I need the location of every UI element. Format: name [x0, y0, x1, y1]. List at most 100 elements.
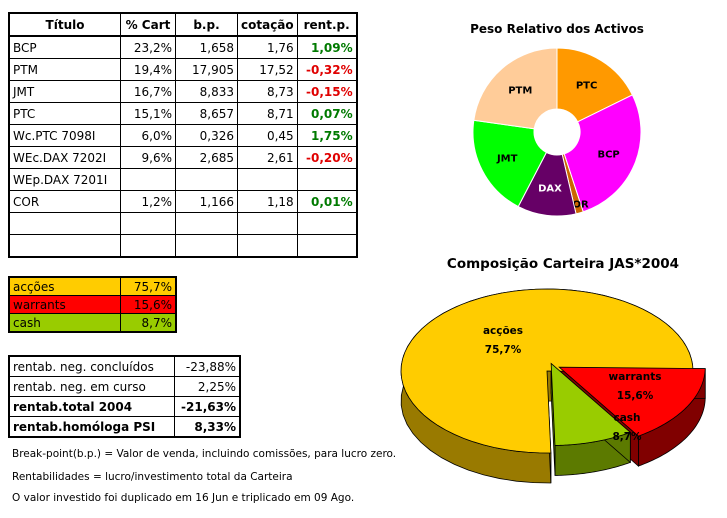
cell-titulo: Wc.PTC 7098I [8, 124, 121, 147]
rentab-label: rentab. neg. concluídos [8, 355, 175, 377]
cell-cotacao: 8,73 [237, 80, 298, 103]
pie3d-label-category: cash [613, 412, 640, 424]
cell-titulo: JMT [8, 80, 121, 103]
holdings-table: Título % Cart b.p. cotação rent.p. BCP 23… [8, 12, 358, 258]
cell-cart: 1,2% [120, 190, 176, 213]
cell-bp: 8,657 [175, 102, 238, 125]
rentab-row: rentab.total 2004 -21,63% [8, 396, 241, 417]
cell-cart [120, 168, 176, 191]
col-header-titulo: Título [8, 12, 121, 37]
holdings-row: PTM 19,4% 17,905 17,52 -0,32% [8, 58, 358, 81]
holdings-row: BCP 23,2% 1,658 1,76 1,09% [8, 35, 358, 59]
cell-titulo: BCP [8, 35, 121, 59]
allocation-value: 8,7% [120, 313, 177, 333]
cell-bp [175, 234, 238, 258]
donut-label-dax: DAX [538, 184, 562, 195]
cell-titulo [8, 234, 121, 258]
allocation-label: acções [8, 276, 121, 296]
donut-slice-jmt [472, 119, 548, 208]
cell-cotacao: 8,71 [237, 102, 298, 125]
cell-bp: 1,658 [175, 35, 238, 59]
pie3d-slice-warrants [558, 366, 706, 437]
pie3d-label-value: 8,7% [612, 431, 642, 443]
pie3d-label-category: acções [483, 325, 523, 337]
allocation-table: acções 75,7% warrants 15,6% cash 8,7% [8, 276, 177, 333]
rentab-label: rentab.homóloga PSI [8, 416, 175, 438]
allocation-label: warrants [8, 295, 121, 314]
cell-titulo: PTM [8, 58, 121, 81]
rentab-label: rentab.total 2004 [8, 396, 175, 417]
cell-titulo: WEp.DAX 7201I [8, 168, 121, 191]
cell-titulo: PTC [8, 102, 121, 125]
holdings-row: WEp.DAX 7201I [8, 168, 358, 191]
holdings-row: WEc.DAX 7202I 9,6% 2,685 2,61 -0,20% [8, 146, 358, 169]
holdings-row [8, 234, 358, 258]
cell-rent: 1,09% [296, 35, 358, 59]
allocation-row: cash 8,7% [8, 313, 177, 333]
cell-rent: 1,75% [296, 124, 358, 147]
donut-slice-ptc [556, 47, 634, 123]
donut-label-bcp: BCP [597, 150, 619, 161]
cell-cotacao: 17,52 [237, 58, 298, 81]
col-header-cotacao: cotação [237, 12, 298, 37]
holdings-header-row: Título % Cart b.p. cotação rent.p. [8, 12, 358, 37]
cell-bp: 17,905 [175, 58, 238, 81]
allocation-row: warrants 15,6% [8, 295, 177, 314]
cell-cart: 23,2% [120, 35, 176, 59]
cell-cart: 16,7% [120, 80, 176, 103]
cell-rent: 0,07% [296, 102, 358, 125]
pie3d-label-value: 15,6% [617, 390, 654, 402]
cell-cotacao [237, 168, 298, 191]
rentab-row: rentab. neg. em curso 2,25% [8, 376, 241, 397]
cell-rent [296, 212, 358, 235]
rentab-value: -21,63% [174, 396, 241, 417]
col-header-cart: % Cart [120, 12, 176, 37]
note-rentabilidades: Rentabilidades = lucro/investimento tota… [12, 471, 293, 483]
rentab-value: 8,33% [174, 416, 241, 438]
cell-rent [296, 234, 358, 258]
rentab-label: rentab. neg. em curso [8, 376, 175, 397]
cell-bp [175, 212, 238, 235]
holdings-row: JMT 16,7% 8,833 8,73 -0,15% [8, 80, 358, 103]
cell-bp: 8,833 [175, 80, 238, 103]
pie3d-slice-acções [400, 288, 694, 454]
allocation-label: cash [8, 313, 121, 333]
allocation-value: 15,6% [120, 295, 177, 314]
cell-cart [120, 234, 176, 258]
rentab-row: rentab. neg. concluídos -23,88% [8, 355, 241, 377]
cell-bp: 0,326 [175, 124, 238, 147]
cell-titulo [8, 212, 121, 235]
pie3d-slice-cash [550, 362, 632, 446]
cell-rent: -0,20% [296, 146, 358, 169]
col-header-rent: rent.p. [296, 12, 358, 37]
donut-slice-ptm [473, 47, 558, 130]
cell-cart [120, 212, 176, 235]
allocation-value: 75,7% [120, 276, 177, 296]
note-breakpoint: Break-point(b.p.) = Valor de venda, incl… [12, 448, 397, 460]
cell-cart: 15,1% [120, 102, 176, 125]
cell-bp: 2,685 [175, 146, 238, 169]
cell-rent: -0,15% [296, 80, 358, 103]
rentab-table: rentab. neg. concluídos -23,88% rentab. ne… [8, 355, 241, 438]
rentab-row: rentab.homóloga PSI 8,33% [8, 416, 241, 438]
cell-rent: -0,32% [296, 58, 358, 81]
cell-bp [175, 168, 238, 191]
cell-cart: 9,6% [120, 146, 176, 169]
cell-cotacao: 0,45 [237, 124, 298, 147]
cell-cotacao: 1,76 [237, 35, 298, 59]
cell-rent [296, 168, 358, 191]
cell-cotacao [237, 234, 298, 258]
donut-label-ptm: PTM [508, 86, 532, 97]
cell-titulo: WEc.DAX 7202I [8, 146, 121, 169]
cell-cotacao [237, 212, 298, 235]
donut-label-jmt: JMT [496, 154, 518, 165]
holdings-row: COR 1,2% 1,166 1,18 0,01% [8, 190, 358, 213]
cell-cart: 6,0% [120, 124, 176, 147]
rentab-value: -23,88% [174, 355, 241, 377]
holdings-row: PTC 15,1% 8,657 8,71 0,07% [8, 102, 358, 125]
cell-cotacao: 1,18 [237, 190, 298, 213]
donut-chart-title: Peso Relativo dos Activos [470, 22, 644, 36]
donut-label-ptc: PTC [576, 80, 598, 91]
pie3d-chart-title: Composição Carteira JAS*2004 [446, 256, 680, 272]
